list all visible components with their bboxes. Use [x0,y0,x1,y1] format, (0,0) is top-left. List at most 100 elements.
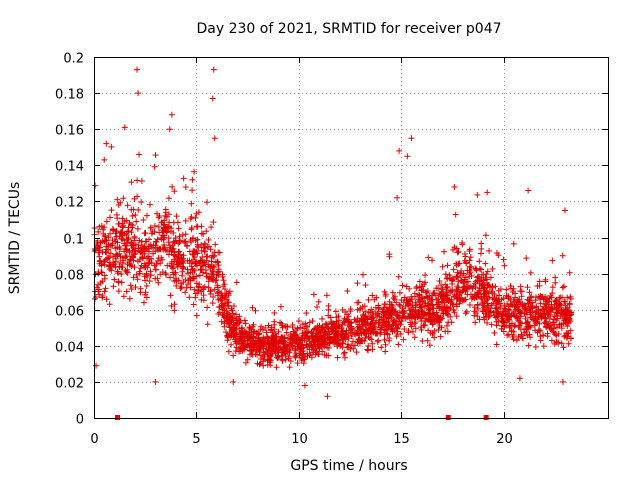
data-point [549,257,556,264]
data-point [564,330,571,337]
data-point [524,284,531,291]
data-point [399,314,406,321]
data-point [382,348,389,355]
data-point [500,256,507,263]
data-point [305,328,312,335]
data-point [301,382,308,389]
data-point [516,375,523,382]
data-point [210,293,217,300]
data-point [408,135,415,142]
data-point [134,276,141,283]
data-point [189,187,196,194]
data-point [249,304,256,311]
data-point [452,211,459,218]
data-point [122,242,129,249]
data-point [364,346,371,353]
data-point [161,241,168,248]
data-point [286,349,293,356]
data-point [523,255,530,262]
data-point [375,337,382,344]
data-point [395,341,402,348]
data-point [382,327,389,334]
data-point [194,250,201,257]
data-point [135,206,142,213]
data-point [209,300,216,307]
data-point [365,333,372,340]
y-tick-label: 0.12 [55,196,84,211]
data-point [106,301,113,308]
data-point [189,266,196,273]
data-point [134,193,141,200]
data-point [332,308,339,315]
data-point [467,254,474,261]
data-point [181,238,188,245]
data-point [182,289,189,296]
data-point [211,135,218,142]
data-point [134,177,141,184]
data-point [249,351,256,358]
data-point [123,217,130,224]
data-point [211,264,218,271]
data-point [386,253,393,260]
data-point [186,294,193,301]
data-point [482,232,489,239]
data-point [558,340,565,347]
data-point [537,333,544,340]
data-point [230,352,237,359]
data-point [361,303,368,310]
data-point [299,321,306,328]
data-point [204,304,211,311]
data-point [155,279,162,286]
y-tick-label: 0.16 [55,124,84,139]
data-point [323,292,330,299]
data-point [128,229,135,236]
data-point [439,263,446,270]
data-point [399,282,406,289]
x-tick-label: 5 [192,432,200,447]
data-point [362,282,369,289]
data-point [476,258,483,265]
data-point [146,201,153,208]
data-point [369,346,376,353]
data-point [354,280,361,287]
data-point [136,151,143,158]
data-point [115,220,122,227]
data-point [430,305,437,312]
data-point [527,334,534,341]
data-point [190,235,197,242]
data-point [297,324,304,331]
data-point [412,302,419,309]
y-tick-label: 0.06 [55,305,84,320]
data-point [479,308,486,315]
data-point [503,286,510,293]
data-point [560,283,567,290]
data-point [396,301,403,308]
data-point [315,298,322,305]
data-point [534,283,541,290]
data-point [204,321,211,328]
data-point [92,182,99,189]
y-tick-label: 0.14 [55,160,84,175]
data-point [442,328,449,335]
x-axis-label: GPS time / hours [290,458,407,474]
data-point [152,152,159,159]
flag-marker [483,415,489,420]
data-point [140,217,147,224]
data-point [142,277,149,284]
data-point [441,248,448,255]
data-point [303,310,310,317]
data-point [176,248,183,255]
data-point [525,187,532,194]
data-point [451,183,458,190]
data-point [242,320,249,327]
data-point [444,322,451,329]
data-point [198,230,205,237]
data-point [478,240,485,247]
data-point [532,343,539,350]
data-point [180,175,187,182]
data-point [401,325,408,332]
data-point [268,327,275,334]
data-point [147,224,154,231]
data-point [394,194,401,201]
data-point [132,284,139,291]
